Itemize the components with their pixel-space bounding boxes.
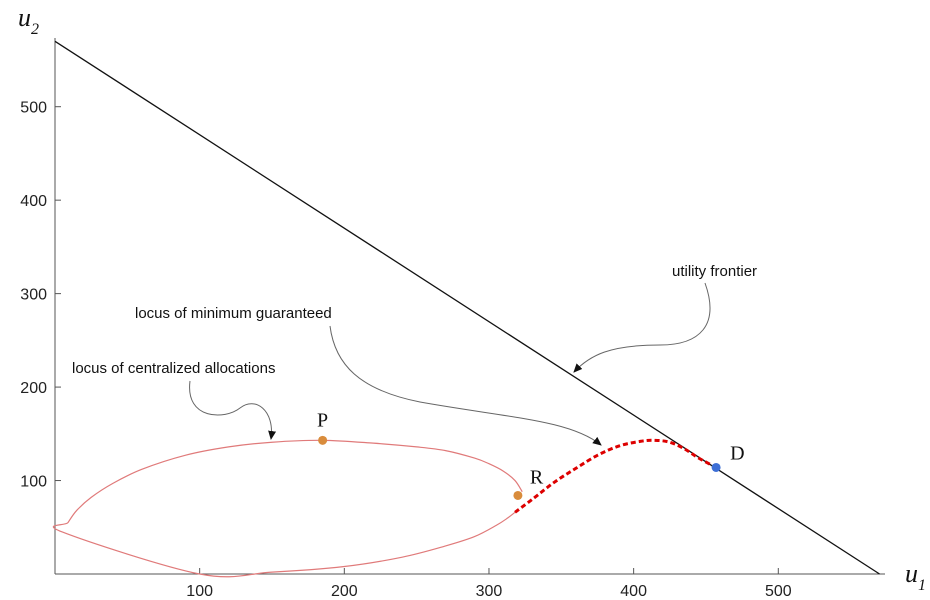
x-tick-label: 300 [476, 583, 503, 600]
y-tick-label: 400 [20, 193, 47, 210]
point-p-label: P [317, 409, 328, 431]
utility-frontier-line [54, 40, 880, 575]
points-layer: P R D [317, 409, 745, 500]
x-tick-label: 400 [620, 583, 647, 600]
y-tick-label: 200 [20, 380, 47, 397]
point-r-label: R [530, 466, 544, 488]
x-tick-label: 500 [765, 583, 792, 600]
ticks: 100 200 300 400 500 100 200 300 400 500 [20, 100, 791, 600]
x-axis-label-subscript: 1 [918, 577, 926, 594]
y-tick-label: 100 [20, 474, 47, 491]
x-tick-label: 100 [186, 583, 213, 600]
point-r-marker [513, 490, 523, 500]
annotation-utility-frontier: utility frontier [672, 263, 757, 280]
x-axis-label: u1 [905, 559, 926, 594]
arrow-utility-frontier [573, 282, 711, 373]
arrow-centralized-allocations [189, 380, 277, 440]
arrow-minimum-guaranteed [329, 325, 602, 446]
annotations: utility frontier locus of minimum guaran… [72, 263, 757, 446]
y-axis-label: u2 [18, 3, 39, 38]
minimum-guaranteed-curve [514, 438, 717, 514]
x-axis-label-main: u [905, 559, 918, 588]
point-d-label: D [730, 442, 744, 464]
axes [54, 38, 885, 575]
y-tick-label: 500 [20, 100, 47, 117]
y-axis-label-subscript: 2 [31, 21, 39, 38]
x-tick-label: 200 [331, 583, 358, 600]
y-tick-label: 300 [20, 287, 47, 304]
centralized-allocations-curve [52, 439, 523, 578]
point-d-marker [711, 462, 721, 472]
point-p-marker [318, 435, 328, 445]
annotation-centralized-allocations: locus of centralized allocations [72, 360, 275, 377]
series-layer [52, 40, 880, 578]
annotation-minimum-guaranteed: locus of minimum guaranteed [135, 305, 332, 322]
y-axis-label-main: u [18, 3, 31, 32]
